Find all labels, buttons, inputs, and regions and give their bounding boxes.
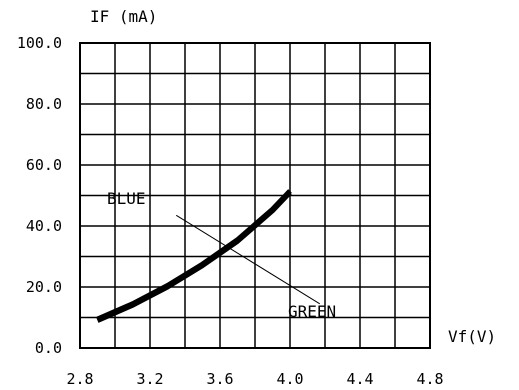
annotation-blue: BLUE (107, 189, 146, 208)
x-tick-label: 3.2 (136, 370, 163, 388)
series-lines (96, 189, 292, 323)
y-tick-label: 100.0 (17, 34, 62, 52)
y-tick-label: 20.0 (26, 278, 62, 296)
y-tick-label: 40.0 (26, 217, 62, 235)
annotation-green: GREEN (288, 302, 336, 321)
x-tick-labels: 2.8 3.2 3.6 4.0 4.4 4.8 (66, 370, 443, 388)
x-tick-label: 4.8 (416, 370, 443, 388)
x-tick-label: 4.4 (346, 370, 373, 388)
annotation-leader-line (175, 214, 321, 305)
series-line-green (96, 189, 292, 322)
y-axis-label: IF (mA) (90, 7, 157, 26)
y-tick-label: 60.0 (26, 156, 62, 174)
y-tick-labels: 0.0 20.0 40.0 60.0 80.0 100.0 (17, 34, 62, 357)
plot-frame (79, 42, 431, 349)
y-tick-label: 80.0 (26, 95, 62, 113)
x-tick-label: 4.0 (276, 370, 303, 388)
annotations: BLUE GREEN (107, 189, 336, 321)
x-axis-label: Vf(V) (448, 327, 496, 346)
chart-grid (80, 43, 430, 348)
y-tick-label: 0.0 (35, 339, 62, 357)
x-tick-label: 2.8 (66, 370, 93, 388)
x-tick-label: 3.6 (206, 370, 233, 388)
